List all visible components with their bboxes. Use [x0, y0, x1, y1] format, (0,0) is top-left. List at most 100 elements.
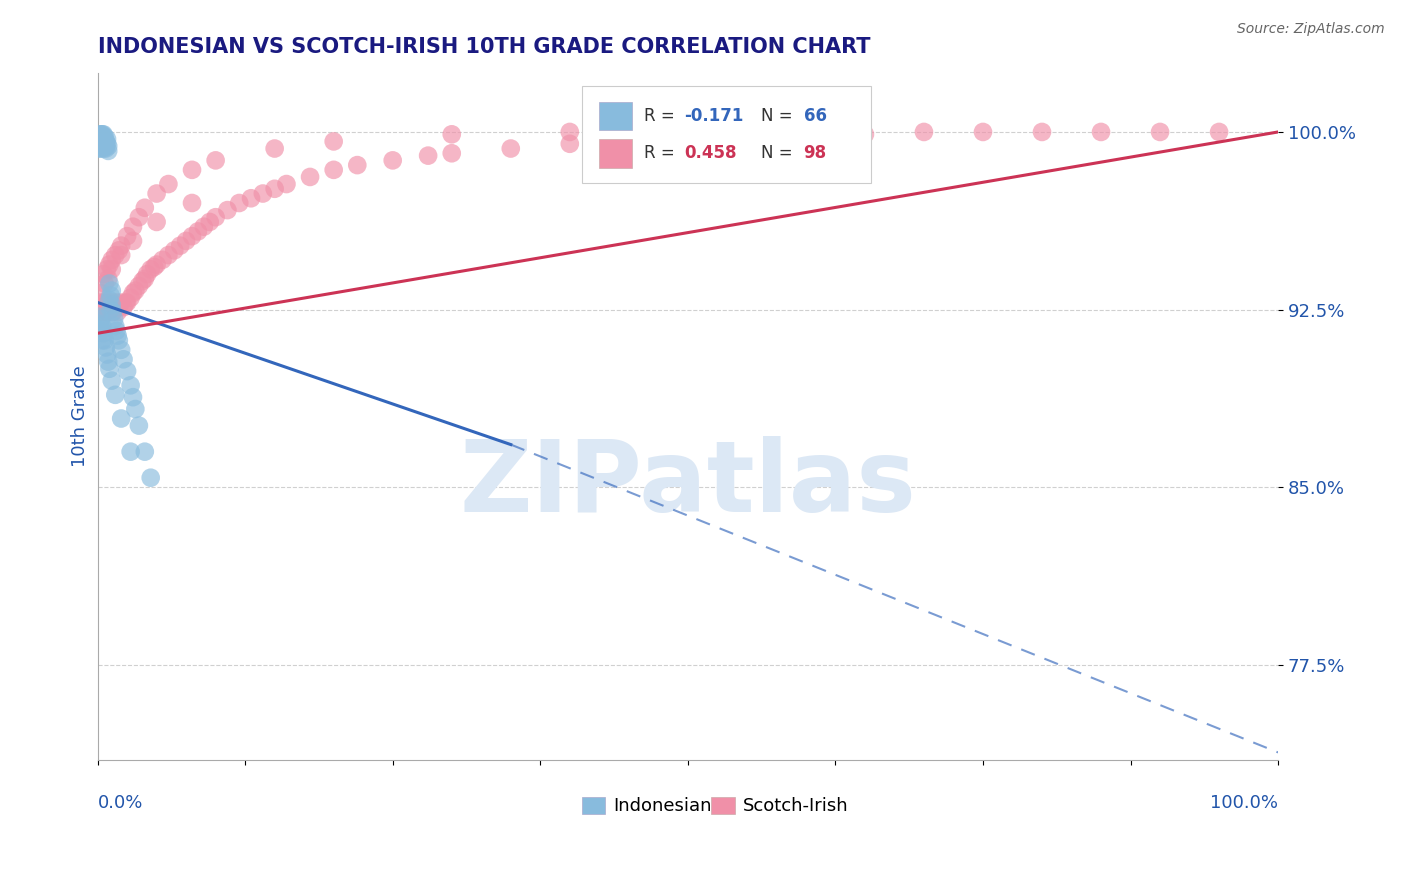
Point — [263, 142, 285, 156]
Text: INDONESIAN VS SCOTCH-IRISH 10TH GRADE CORRELATION CHART: INDONESIAN VS SCOTCH-IRISH 10TH GRADE CO… — [97, 37, 870, 57]
Text: N =: N = — [761, 145, 799, 162]
Point — [89, 132, 111, 146]
Point — [98, 295, 121, 310]
Point — [105, 295, 128, 310]
Point — [1031, 125, 1053, 139]
Point — [87, 305, 110, 319]
Point — [90, 132, 112, 146]
Point — [100, 252, 122, 267]
Point — [187, 224, 209, 238]
Point — [93, 129, 115, 144]
Point — [89, 139, 111, 153]
Point — [90, 128, 112, 142]
Point — [94, 142, 117, 156]
Point — [157, 248, 180, 262]
Point — [299, 169, 322, 184]
Point — [136, 267, 159, 281]
Point — [145, 186, 167, 201]
Point — [87, 136, 110, 151]
Point — [676, 132, 699, 146]
Point — [204, 211, 226, 225]
Point — [90, 285, 112, 300]
Point — [100, 300, 122, 314]
Point — [90, 295, 112, 310]
Point — [112, 352, 135, 367]
Point — [120, 378, 142, 392]
Point — [96, 300, 118, 314]
Point — [1149, 125, 1171, 139]
Point — [100, 298, 122, 312]
Point — [174, 234, 197, 248]
Point — [145, 258, 167, 272]
Point — [122, 234, 145, 248]
FancyBboxPatch shape — [711, 797, 735, 814]
Point — [972, 125, 994, 139]
Point — [134, 272, 156, 286]
Point — [91, 132, 114, 146]
Point — [853, 128, 876, 142]
Point — [240, 191, 263, 205]
Point — [89, 317, 111, 331]
Point — [93, 132, 115, 146]
Point — [252, 186, 274, 201]
Point — [128, 279, 150, 293]
Point — [93, 142, 115, 156]
Point — [676, 125, 699, 139]
Text: R =: R = — [644, 107, 681, 125]
Text: 100.0%: 100.0% — [1211, 794, 1278, 812]
Y-axis label: 10th Grade: 10th Grade — [72, 365, 89, 467]
Point — [97, 354, 120, 368]
Point — [134, 444, 156, 458]
Point — [217, 203, 239, 218]
Point — [322, 162, 344, 177]
Point — [87, 310, 110, 324]
Point — [93, 326, 115, 341]
Text: ZIPatlas: ZIPatlas — [460, 436, 917, 533]
Point — [94, 305, 117, 319]
Point — [91, 305, 114, 319]
Point — [107, 305, 129, 319]
Point — [143, 260, 166, 274]
Point — [104, 248, 127, 262]
Point — [94, 139, 117, 153]
Point — [228, 196, 250, 211]
Point — [193, 219, 215, 234]
Point — [124, 284, 146, 298]
Point — [89, 300, 111, 314]
Text: -0.171: -0.171 — [685, 107, 744, 125]
Point — [87, 142, 110, 156]
Point — [90, 142, 112, 156]
Point — [97, 305, 120, 319]
Point — [198, 215, 221, 229]
Point — [93, 135, 115, 149]
Point — [108, 244, 131, 258]
Point — [110, 343, 132, 357]
Point — [87, 129, 110, 144]
Point — [1090, 125, 1112, 139]
Point — [134, 201, 156, 215]
Point — [157, 177, 180, 191]
Point — [94, 341, 117, 355]
Point — [96, 262, 118, 277]
Point — [100, 374, 122, 388]
Point — [181, 196, 204, 211]
Text: 66: 66 — [804, 107, 827, 125]
Point — [108, 300, 131, 314]
Point — [204, 153, 226, 168]
Text: 0.458: 0.458 — [685, 145, 737, 162]
Point — [110, 411, 132, 425]
Point — [91, 334, 114, 348]
Point — [181, 162, 204, 177]
Point — [93, 139, 115, 153]
Point — [97, 139, 120, 153]
Point — [110, 248, 132, 262]
Point — [440, 128, 463, 142]
Point — [124, 402, 146, 417]
Point — [110, 295, 132, 310]
Point — [122, 285, 145, 300]
Text: Indonesians: Indonesians — [613, 797, 721, 814]
Point — [91, 319, 114, 334]
Point — [115, 229, 138, 244]
Point — [122, 390, 145, 404]
FancyBboxPatch shape — [599, 138, 633, 168]
